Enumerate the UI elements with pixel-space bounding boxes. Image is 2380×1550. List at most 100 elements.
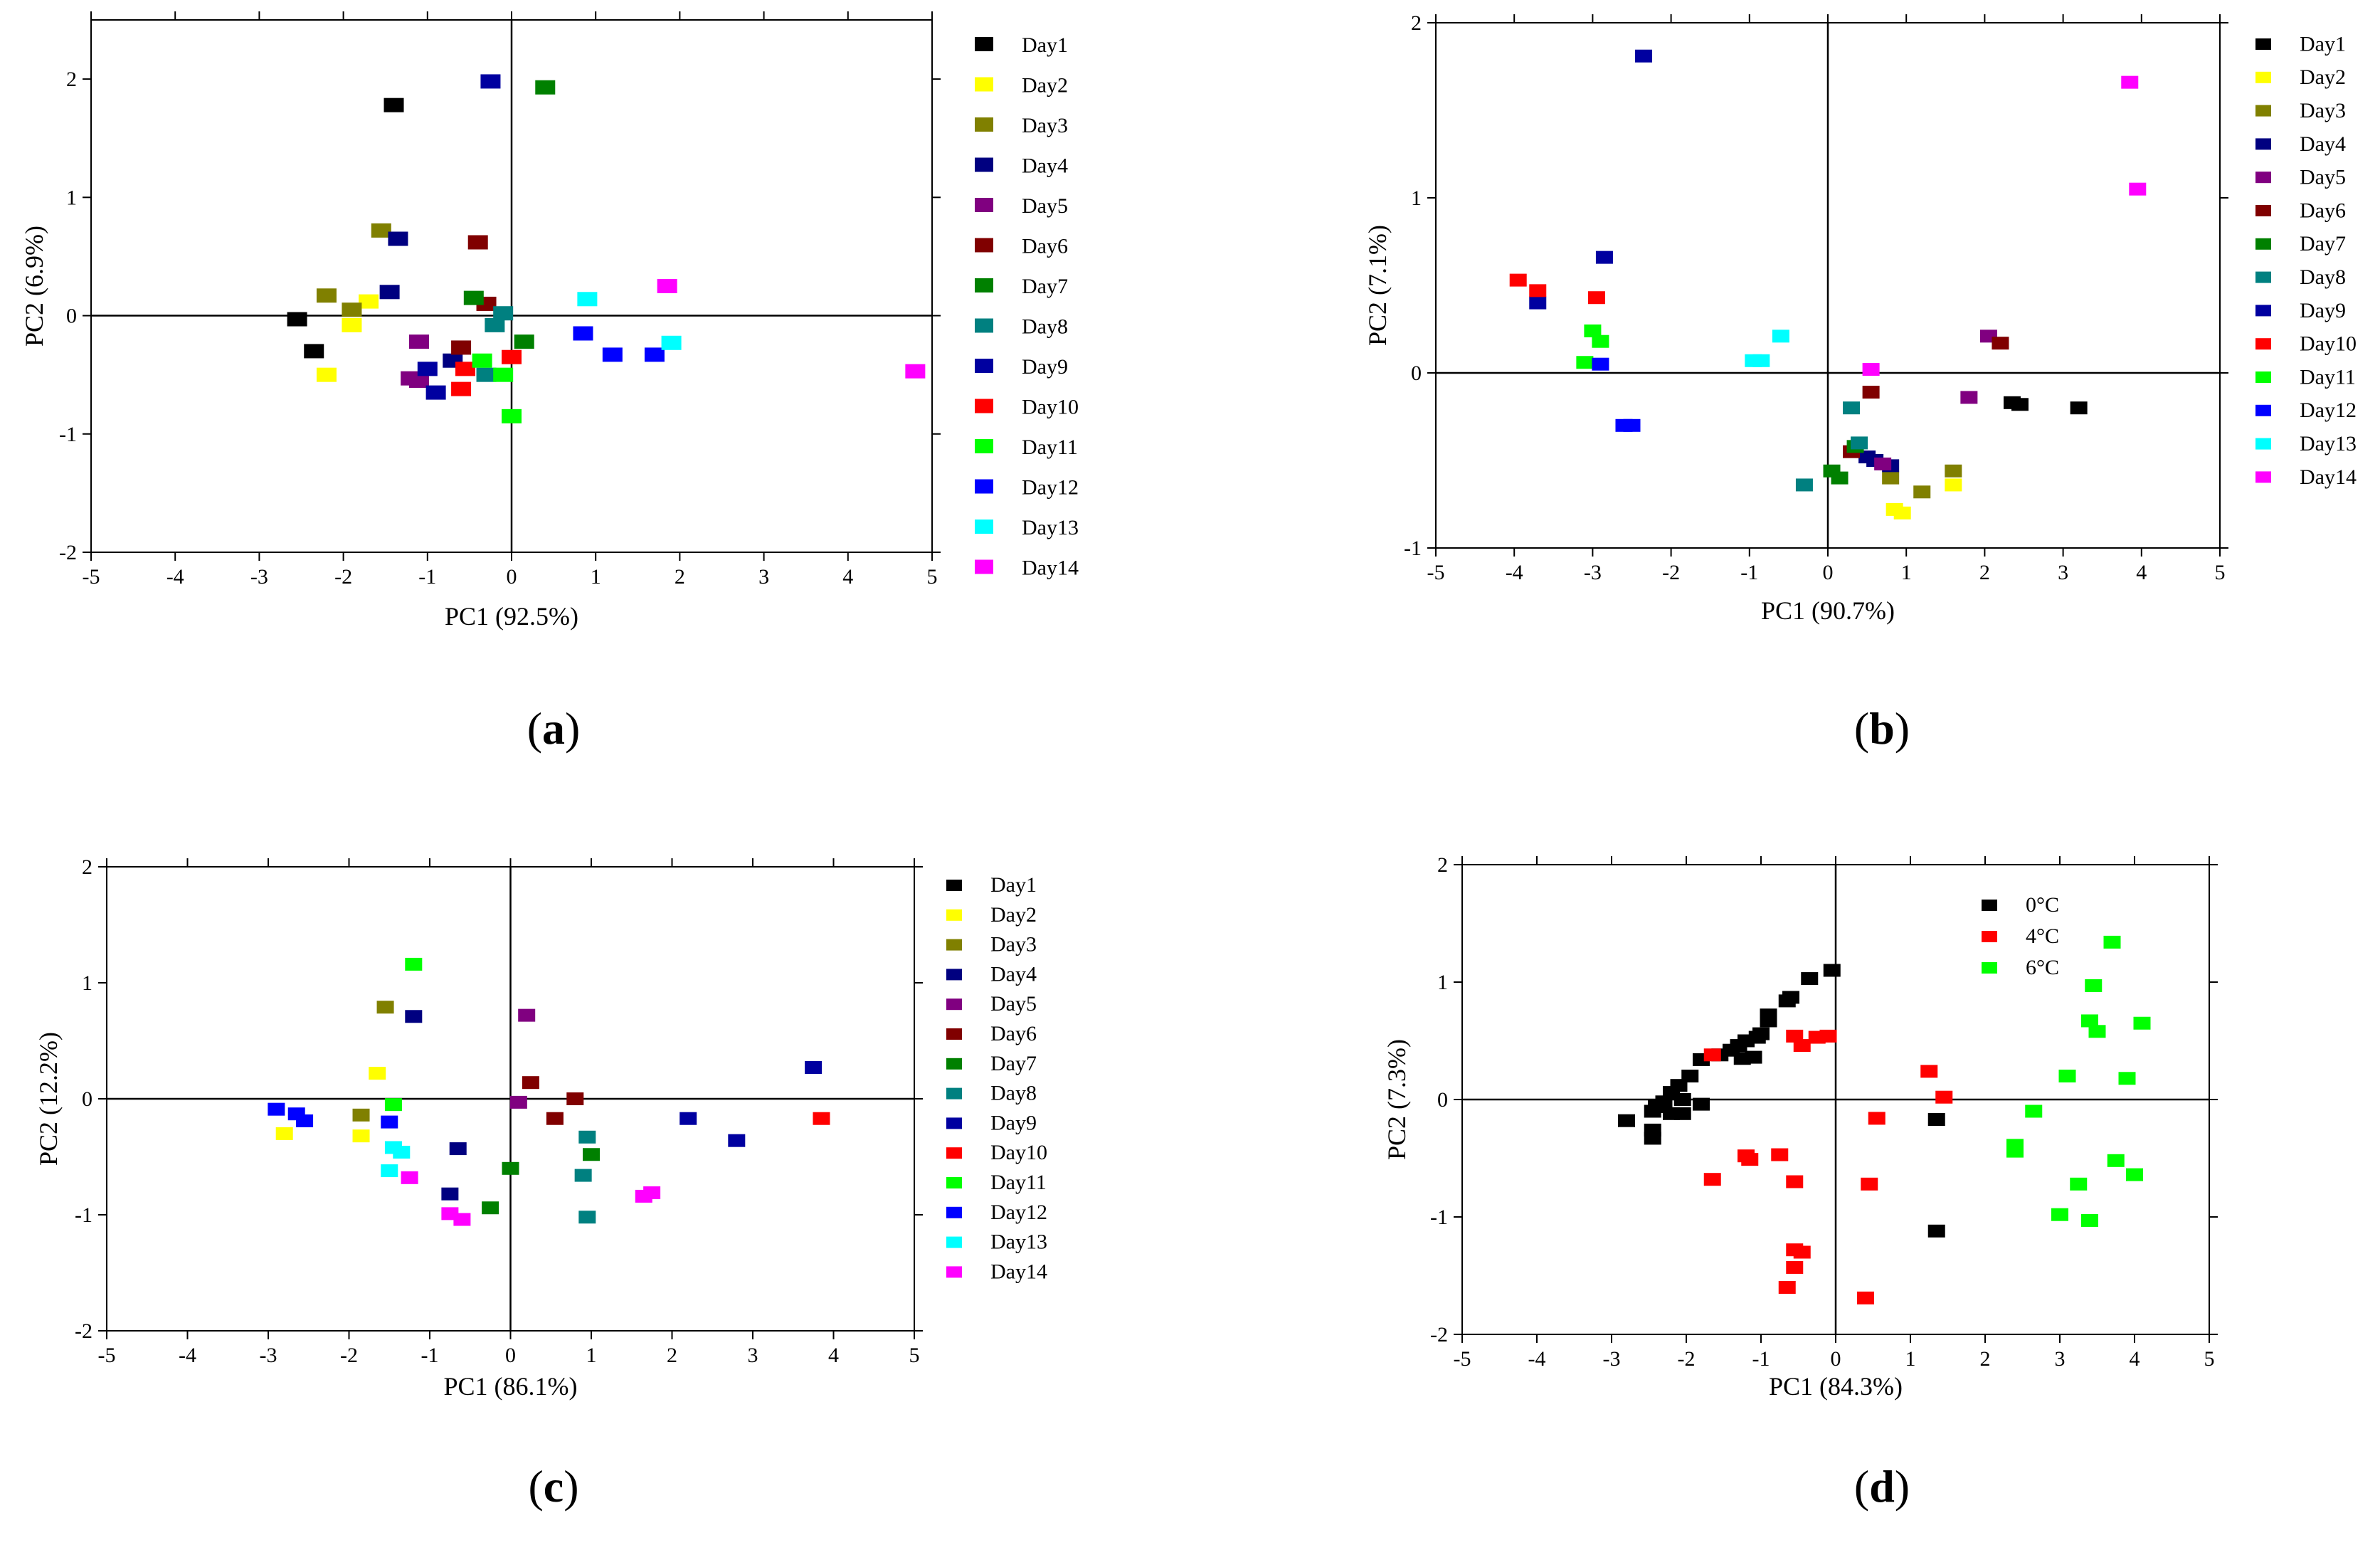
data-point bbox=[1673, 1093, 1691, 1106]
y-tick-label: 1 bbox=[82, 971, 92, 995]
x-tick-label: -3 bbox=[260, 1344, 277, 1367]
data-point bbox=[476, 367, 497, 382]
legend-label: Day3 bbox=[2300, 99, 2346, 122]
data-point bbox=[643, 1186, 661, 1200]
data-point bbox=[1786, 1243, 1804, 1257]
legend-swatch bbox=[946, 1117, 962, 1129]
data-point bbox=[441, 1187, 459, 1201]
data-point bbox=[1693, 1097, 1710, 1111]
data-point bbox=[480, 74, 501, 89]
data-point bbox=[1733, 1052, 1751, 1065]
data-point bbox=[2081, 1014, 2098, 1028]
legend-swatch bbox=[946, 939, 962, 951]
legend-label: Day11 bbox=[2300, 365, 2356, 389]
data-point bbox=[1584, 324, 1602, 337]
y-tick-label: 0 bbox=[66, 305, 77, 328]
data-point bbox=[1595, 251, 1613, 264]
y-tick-label: -1 bbox=[59, 423, 77, 446]
data-point bbox=[2081, 1213, 2098, 1227]
legend-swatch bbox=[946, 1206, 962, 1218]
legend-swatch bbox=[1982, 900, 1997, 911]
x-tick-label: 5 bbox=[2215, 561, 2226, 584]
y-tick-label: 0 bbox=[1437, 1088, 1448, 1112]
data-point bbox=[287, 312, 307, 327]
legend-swatch bbox=[946, 1147, 962, 1159]
legend-label: Day8 bbox=[2300, 265, 2346, 289]
data-point bbox=[381, 1164, 398, 1178]
data-point bbox=[573, 326, 593, 341]
legend-swatch bbox=[2255, 238, 2271, 250]
data-point bbox=[1587, 291, 1605, 305]
data-point bbox=[602, 347, 623, 362]
data-point bbox=[1772, 329, 1789, 343]
legend-label: Day3 bbox=[990, 933, 1037, 956]
legend-swatch bbox=[946, 1177, 962, 1188]
panel-label-close: ) bbox=[1895, 703, 1910, 754]
data-point bbox=[342, 302, 362, 317]
legend-label: Day4 bbox=[990, 962, 1037, 986]
data-point bbox=[518, 1008, 536, 1022]
data-point bbox=[493, 306, 514, 321]
y-axis-label: PC2 (12.2%) bbox=[34, 1032, 63, 1166]
y-tick-label: 2 bbox=[1437, 853, 1448, 877]
x-tick-label: 2 bbox=[1979, 561, 1990, 584]
data-point bbox=[1843, 401, 1861, 415]
legend-swatch bbox=[2255, 371, 2271, 383]
data-point bbox=[453, 1213, 471, 1226]
legend-label: Day6 bbox=[1022, 234, 1068, 258]
data-point bbox=[1882, 471, 1900, 485]
legend-swatch bbox=[2255, 305, 2271, 317]
legend-label: Day6 bbox=[990, 1022, 1037, 1045]
data-point bbox=[905, 364, 926, 379]
data-point bbox=[1644, 1132, 1661, 1145]
panel-label-letter: d bbox=[1869, 1461, 1895, 1512]
legend-label: Day10 bbox=[1022, 395, 1079, 418]
legend-swatch bbox=[975, 117, 993, 132]
legend-swatch bbox=[975, 559, 993, 574]
legend-label: Day2 bbox=[2300, 65, 2346, 89]
data-point bbox=[661, 335, 682, 350]
data-point bbox=[583, 1148, 600, 1161]
legend-swatch bbox=[975, 37, 993, 51]
data-point bbox=[509, 1095, 527, 1109]
x-tick-label: 4 bbox=[842, 565, 853, 589]
data-point bbox=[578, 1130, 596, 1144]
legend-swatch bbox=[946, 1266, 962, 1278]
x-tick-label: 5 bbox=[909, 1344, 920, 1367]
x-tick-label: -4 bbox=[1528, 1347, 1546, 1371]
x-tick-label: -4 bbox=[166, 565, 184, 589]
data-point bbox=[2126, 1168, 2143, 1181]
data-point bbox=[296, 1114, 314, 1127]
data-point bbox=[1771, 1148, 1789, 1161]
legend-label: 0°C bbox=[2026, 893, 2059, 917]
y-tick-label: 0 bbox=[1411, 362, 1422, 385]
data-point bbox=[482, 1201, 499, 1215]
data-point bbox=[493, 367, 514, 382]
data-point bbox=[405, 957, 423, 971]
data-point bbox=[2088, 1025, 2106, 1038]
legend-swatch bbox=[975, 520, 993, 534]
legend-swatch bbox=[975, 318, 993, 333]
legend-swatch bbox=[2255, 471, 2271, 483]
data-point bbox=[1851, 436, 1868, 450]
legend-label: Day1 bbox=[1022, 33, 1068, 57]
data-point bbox=[1529, 284, 1547, 297]
data-point bbox=[566, 1092, 584, 1105]
legend-swatch bbox=[946, 1058, 962, 1070]
data-point bbox=[451, 340, 472, 355]
legend-swatch bbox=[975, 278, 993, 292]
data-point bbox=[405, 1010, 423, 1023]
legend-swatch bbox=[946, 909, 962, 921]
data-point bbox=[679, 1112, 697, 1125]
data-point bbox=[1920, 1065, 1938, 1078]
data-point bbox=[2070, 1177, 2088, 1191]
data-point bbox=[376, 1001, 394, 1014]
data-point bbox=[514, 334, 534, 349]
legend-label: Day14 bbox=[2300, 465, 2357, 489]
data-point bbox=[268, 1102, 285, 1116]
data-point bbox=[1703, 1173, 1721, 1186]
legend-label: Day5 bbox=[1022, 194, 1068, 218]
x-tick-label: 2 bbox=[675, 565, 685, 589]
y-axis-label: PC2 (7.3%) bbox=[1382, 1039, 1411, 1160]
data-point bbox=[1862, 386, 1880, 399]
